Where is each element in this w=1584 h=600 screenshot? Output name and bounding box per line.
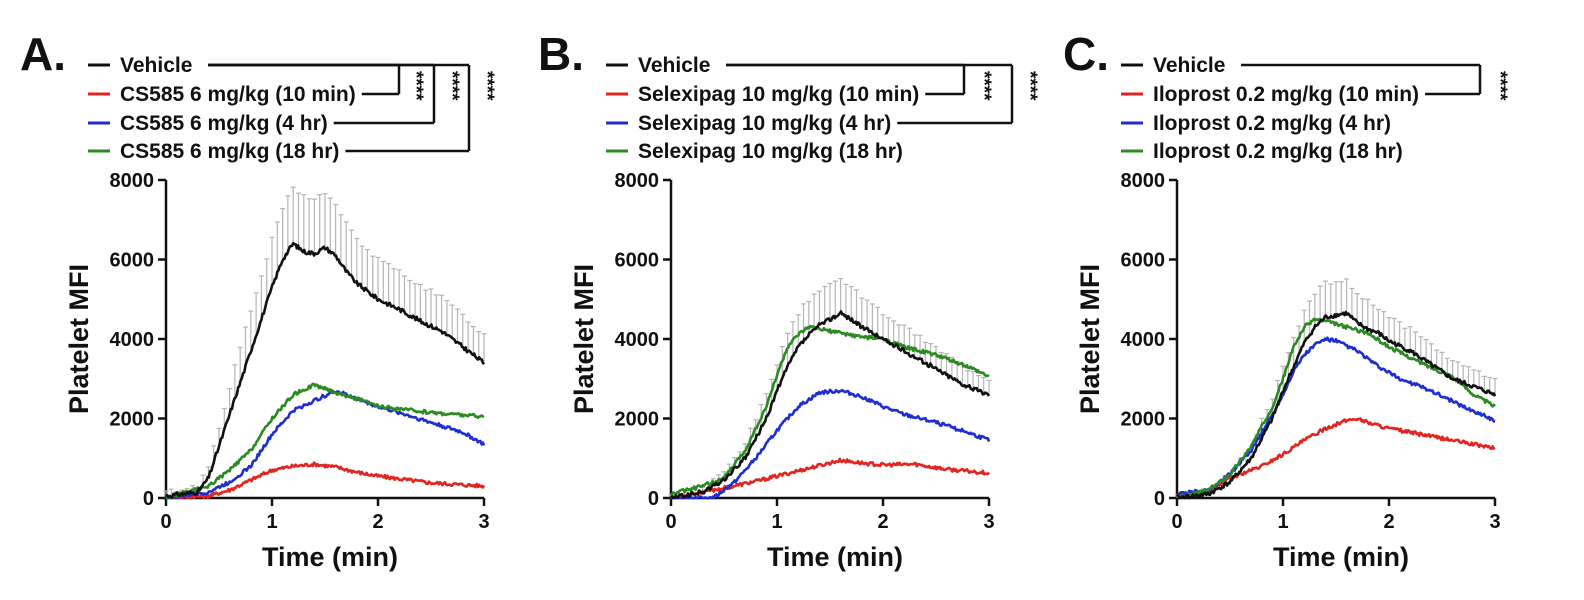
x-axis-title: Time (min)	[262, 542, 398, 572]
y-tick-label: 6000	[615, 250, 660, 272]
panel-0: A. Vehicle CS585 6 mg/kg (10 min) CS585 6 m…	[20, 28, 497, 572]
legend-label: CS585 6 mg/kg (4 hr)	[120, 112, 328, 135]
series-line-iloprost-0-2-mg-kg-18-hr-	[1176, 317, 1496, 500]
x-tick-label: 2	[877, 511, 888, 533]
y-tick-label: 8000	[1121, 170, 1166, 192]
y-axis-title: Platelet MFI	[1075, 264, 1105, 414]
x-tick-label: 2	[1383, 511, 1394, 533]
error-bars	[1174, 278, 1498, 498]
y-tick-label: 8000	[615, 170, 660, 192]
x-tick-label: 1	[1277, 511, 1288, 533]
y-axis-title: Platelet MFI	[64, 264, 94, 414]
series-line-selexipag-10-mg-kg-18-hr-	[670, 324, 990, 496]
legend-label: Selexipag 10 mg/kg (4 hr)	[638, 112, 891, 135]
significance-stars: ****	[1019, 71, 1040, 101]
x-tick-label: 3	[478, 511, 489, 533]
significance-stars: ****	[973, 71, 994, 101]
x-tick-label: 1	[266, 511, 277, 533]
panel-label: A.	[20, 28, 66, 80]
y-tick-label: 6000	[1121, 250, 1166, 272]
series-line-vehicle	[1176, 310, 1497, 500]
x-tick-label: 0	[160, 511, 171, 533]
error-bars	[163, 186, 487, 497]
y-tick-label: 0	[1154, 488, 1165, 510]
significance-stars: ****	[405, 71, 426, 101]
legend-label: Selexipag 10 mg/kg (18 hr)	[638, 140, 903, 163]
x-axis-title: Time (min)	[767, 542, 903, 572]
series-line-cs585-6-mg-kg-10-min-	[165, 461, 486, 500]
legend-label: Vehicle	[120, 54, 192, 77]
significance-stars: ****	[476, 71, 497, 101]
significance-stars: ****	[441, 71, 462, 101]
legend-label: Vehicle	[638, 54, 710, 77]
x-tick-label: 0	[665, 511, 676, 533]
series-line-cs585-6-mg-kg-4-hr-	[165, 389, 486, 500]
y-tick-label: 2000	[615, 409, 660, 431]
panel-label: B.	[538, 28, 584, 80]
legend-label: Iloprost 0.2 mg/kg (4 hr)	[1153, 112, 1391, 135]
panel-2: C. Vehicle Iloprost 0.2 mg/kg (10 min) Ilop…	[1063, 28, 1510, 572]
y-tick-label: 2000	[110, 409, 155, 431]
y-tick-label: 2000	[1121, 409, 1166, 431]
legend-label: CS585 6 mg/kg (10 min)	[120, 83, 356, 106]
series-line-vehicle	[165, 241, 486, 499]
x-tick-label: 3	[983, 511, 994, 533]
y-tick-label: 0	[648, 488, 659, 510]
legend-label: CS585 6 mg/kg (18 hr)	[120, 140, 339, 163]
series-line-cs585-6-mg-kg-18-hr-	[165, 382, 485, 500]
y-tick-label: 4000	[110, 329, 155, 351]
y-tick-label: 4000	[615, 329, 660, 351]
series-line-iloprost-0-2-mg-kg-10-min-	[1176, 417, 1496, 497]
y-axis-title: Platelet MFI	[569, 264, 599, 414]
panel-label: C.	[1063, 28, 1109, 80]
legend-label: Iloprost 0.2 mg/kg (10 min)	[1153, 83, 1419, 106]
series-line-selexipag-10-mg-kg-4-hr-	[670, 388, 991, 500]
legend-label: Selexipag 10 mg/kg (10 min)	[638, 83, 919, 106]
significance-stars: ****	[1489, 71, 1510, 101]
x-axis-title: Time (min)	[1273, 542, 1409, 572]
y-tick-label: 8000	[110, 170, 155, 192]
series-line-vehicle	[670, 310, 991, 500]
x-tick-label: 1	[771, 511, 782, 533]
y-tick-label: 6000	[110, 250, 155, 272]
legend-label: Vehicle	[1153, 54, 1225, 77]
x-tick-label: 2	[372, 511, 383, 533]
y-tick-label: 0	[143, 488, 154, 510]
panel-1: B. Vehicle Selexipag 10 mg/kg (10 min) Sele…	[538, 28, 1040, 572]
x-tick-label: 0	[1171, 511, 1182, 533]
y-tick-label: 4000	[1121, 329, 1166, 351]
x-tick-label: 3	[1489, 511, 1500, 533]
legend-label: Iloprost 0.2 mg/kg (18 hr)	[1153, 140, 1403, 163]
